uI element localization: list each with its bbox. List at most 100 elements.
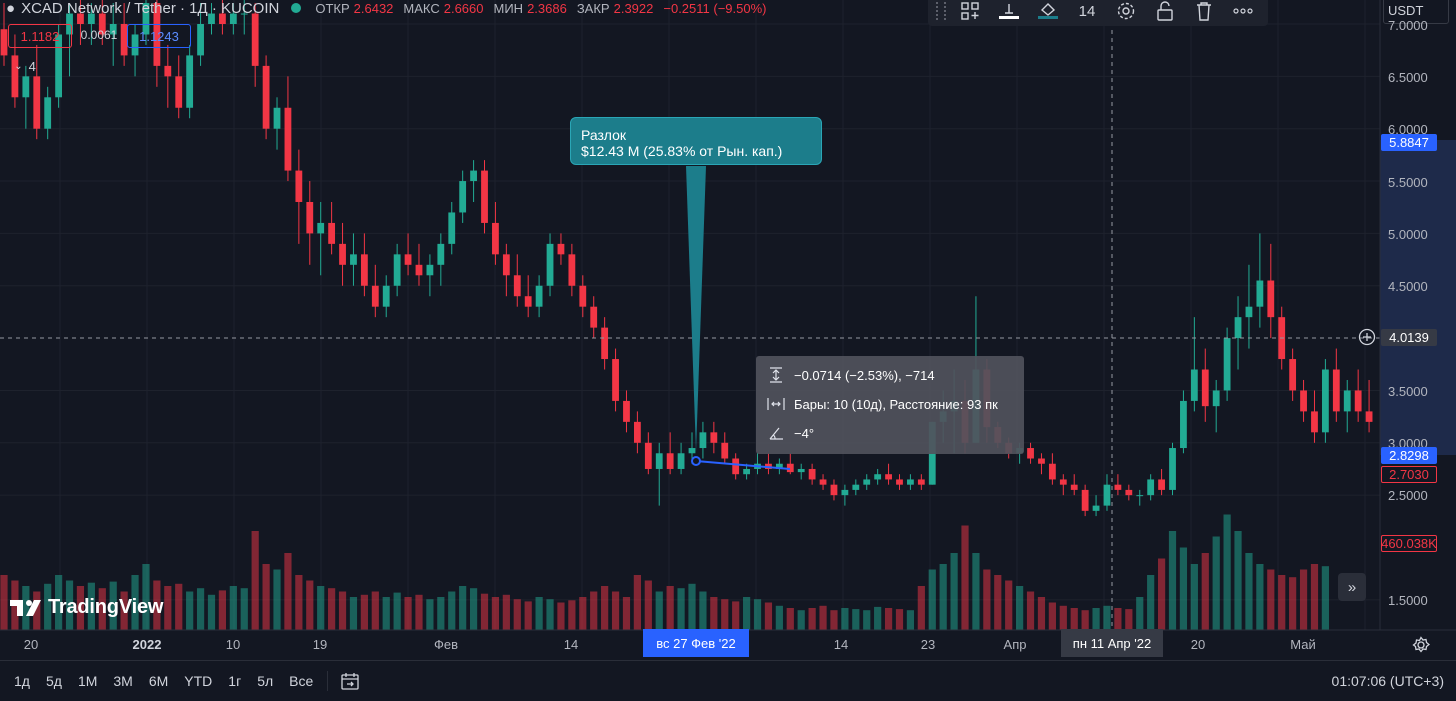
candle-body (1180, 400, 1187, 449)
volume-bar (1026, 591, 1035, 630)
candle-body (350, 254, 357, 265)
candle-body (666, 453, 674, 469)
candle-body (415, 264, 423, 276)
volume-bar (76, 586, 85, 630)
candle-body (1092, 505, 1100, 511)
range-1y[interactable]: 1г (228, 673, 242, 689)
chart-settings-icon[interactable] (1411, 635, 1431, 655)
volume-bar (251, 531, 259, 630)
candle-body (1081, 489, 1089, 511)
logo-text: TradingView (48, 596, 164, 618)
range-5d[interactable]: 5д (45, 673, 62, 689)
volume-bar (164, 586, 172, 630)
volume-bar (1147, 575, 1155, 630)
settings-icon[interactable] (1111, 0, 1141, 24)
volume-bar (721, 599, 729, 630)
candle-body (1267, 280, 1275, 318)
volume-bar (1212, 536, 1220, 630)
candle-body (197, 24, 204, 56)
candle-body (1059, 479, 1067, 485)
volume-bar (109, 581, 117, 630)
volume-bar (437, 597, 445, 630)
candle-body (142, 3, 150, 35)
currency-selector[interactable]: USDT (1383, 0, 1449, 24)
divider (327, 671, 329, 691)
volume-bar (502, 594, 510, 630)
candle-body (1190, 369, 1198, 401)
price-tick: 5.0000 (1388, 227, 1428, 242)
time-tick: 10 (225, 637, 241, 652)
double-chevron-right-icon: » (1347, 578, 1357, 596)
indicators-collapse-button[interactable]: ⌄ 4 (8, 56, 42, 76)
candle-body (743, 468, 751, 475)
candle-body (874, 474, 882, 480)
measure-price-change: −0.0714 (−2.53%), −714 (794, 367, 935, 383)
volume-bar (1103, 605, 1111, 630)
buy-price-button[interactable]: 1.1243 (127, 24, 191, 48)
font-size-button[interactable]: 14 (1078, 2, 1096, 20)
range-5y[interactable]: 5л (257, 673, 274, 689)
volume-bar (1190, 564, 1198, 630)
time-tick: Фев (433, 637, 459, 652)
candle-body (186, 55, 194, 108)
range-1d[interactable]: 1д (14, 673, 30, 689)
tradingview-logo[interactable]: TradingView (10, 596, 163, 619)
indicators-count: 4 (28, 58, 36, 74)
candle-body (502, 254, 510, 276)
price-tick: 2.5000 (1388, 488, 1428, 503)
range-1m[interactable]: 1М (77, 673, 98, 689)
price-chart[interactable] (0, 0, 1456, 660)
add-alert-icon[interactable] (1358, 328, 1376, 346)
more-icon[interactable] (1228, 0, 1258, 24)
volume-bar (1037, 597, 1046, 630)
symbol-title[interactable]: XCAD Network / Tether · 1Д · KUCOIN (21, 0, 280, 17)
sell-price-button[interactable]: 1.1182 (8, 24, 72, 48)
candle-body (317, 222, 325, 234)
candle-body (590, 306, 598, 328)
candle-body (492, 222, 499, 255)
measure-anchor[interactable] (691, 456, 701, 466)
high-label: МАКС (403, 0, 440, 16)
volume-bar (1310, 564, 1319, 630)
line-style-icon[interactable] (994, 0, 1024, 24)
fill-color-icon[interactable] (1033, 0, 1063, 24)
volume-bar (469, 588, 478, 630)
clock-timezone[interactable]: 01:07:06 (UTC+3) (1331, 673, 1444, 689)
volume-bar (1092, 608, 1100, 630)
date-range-icon[interactable] (340, 671, 360, 691)
volume-bar (830, 610, 838, 630)
volume-bar (928, 569, 936, 630)
volume-bar (371, 591, 379, 630)
lock-icon[interactable] (1150, 0, 1180, 24)
volume-bar (240, 588, 248, 630)
volume-bar (863, 610, 871, 630)
volume-bar (1179, 547, 1188, 630)
volume-bar (1125, 609, 1133, 630)
candle-body (426, 264, 434, 276)
volume-bar (950, 553, 958, 630)
volume-bar (644, 580, 652, 630)
candle-body (360, 254, 368, 286)
range-all[interactable]: Все (289, 673, 314, 689)
volume-bar (1048, 602, 1056, 630)
candle-body (830, 484, 838, 496)
range-3m[interactable]: 3М (113, 673, 133, 689)
layout-grid-icon[interactable] (955, 0, 985, 24)
measure-line[interactable] (695, 460, 791, 470)
unlock-callout[interactable]: Разлок $12.43 M (25.83% от Рын. кап.) (570, 117, 822, 165)
drag-handle-icon[interactable] (936, 2, 946, 20)
volume-bar (404, 597, 412, 630)
candle-body (339, 243, 346, 265)
volume-bar (33, 591, 41, 630)
time-tick: 20 (23, 637, 39, 652)
volume-bar (98, 588, 106, 630)
trash-icon[interactable] (1189, 0, 1219, 24)
range-ytd[interactable]: YTD (184, 673, 213, 689)
volume-bar (131, 575, 139, 630)
volume-bar (1081, 610, 1089, 630)
range-6m[interactable]: 6М (148, 673, 169, 689)
scroll-to-realtime-button[interactable]: » (1338, 573, 1366, 601)
volume-bar (459, 586, 467, 630)
candle-body (819, 479, 827, 485)
volume-bar (601, 586, 609, 630)
